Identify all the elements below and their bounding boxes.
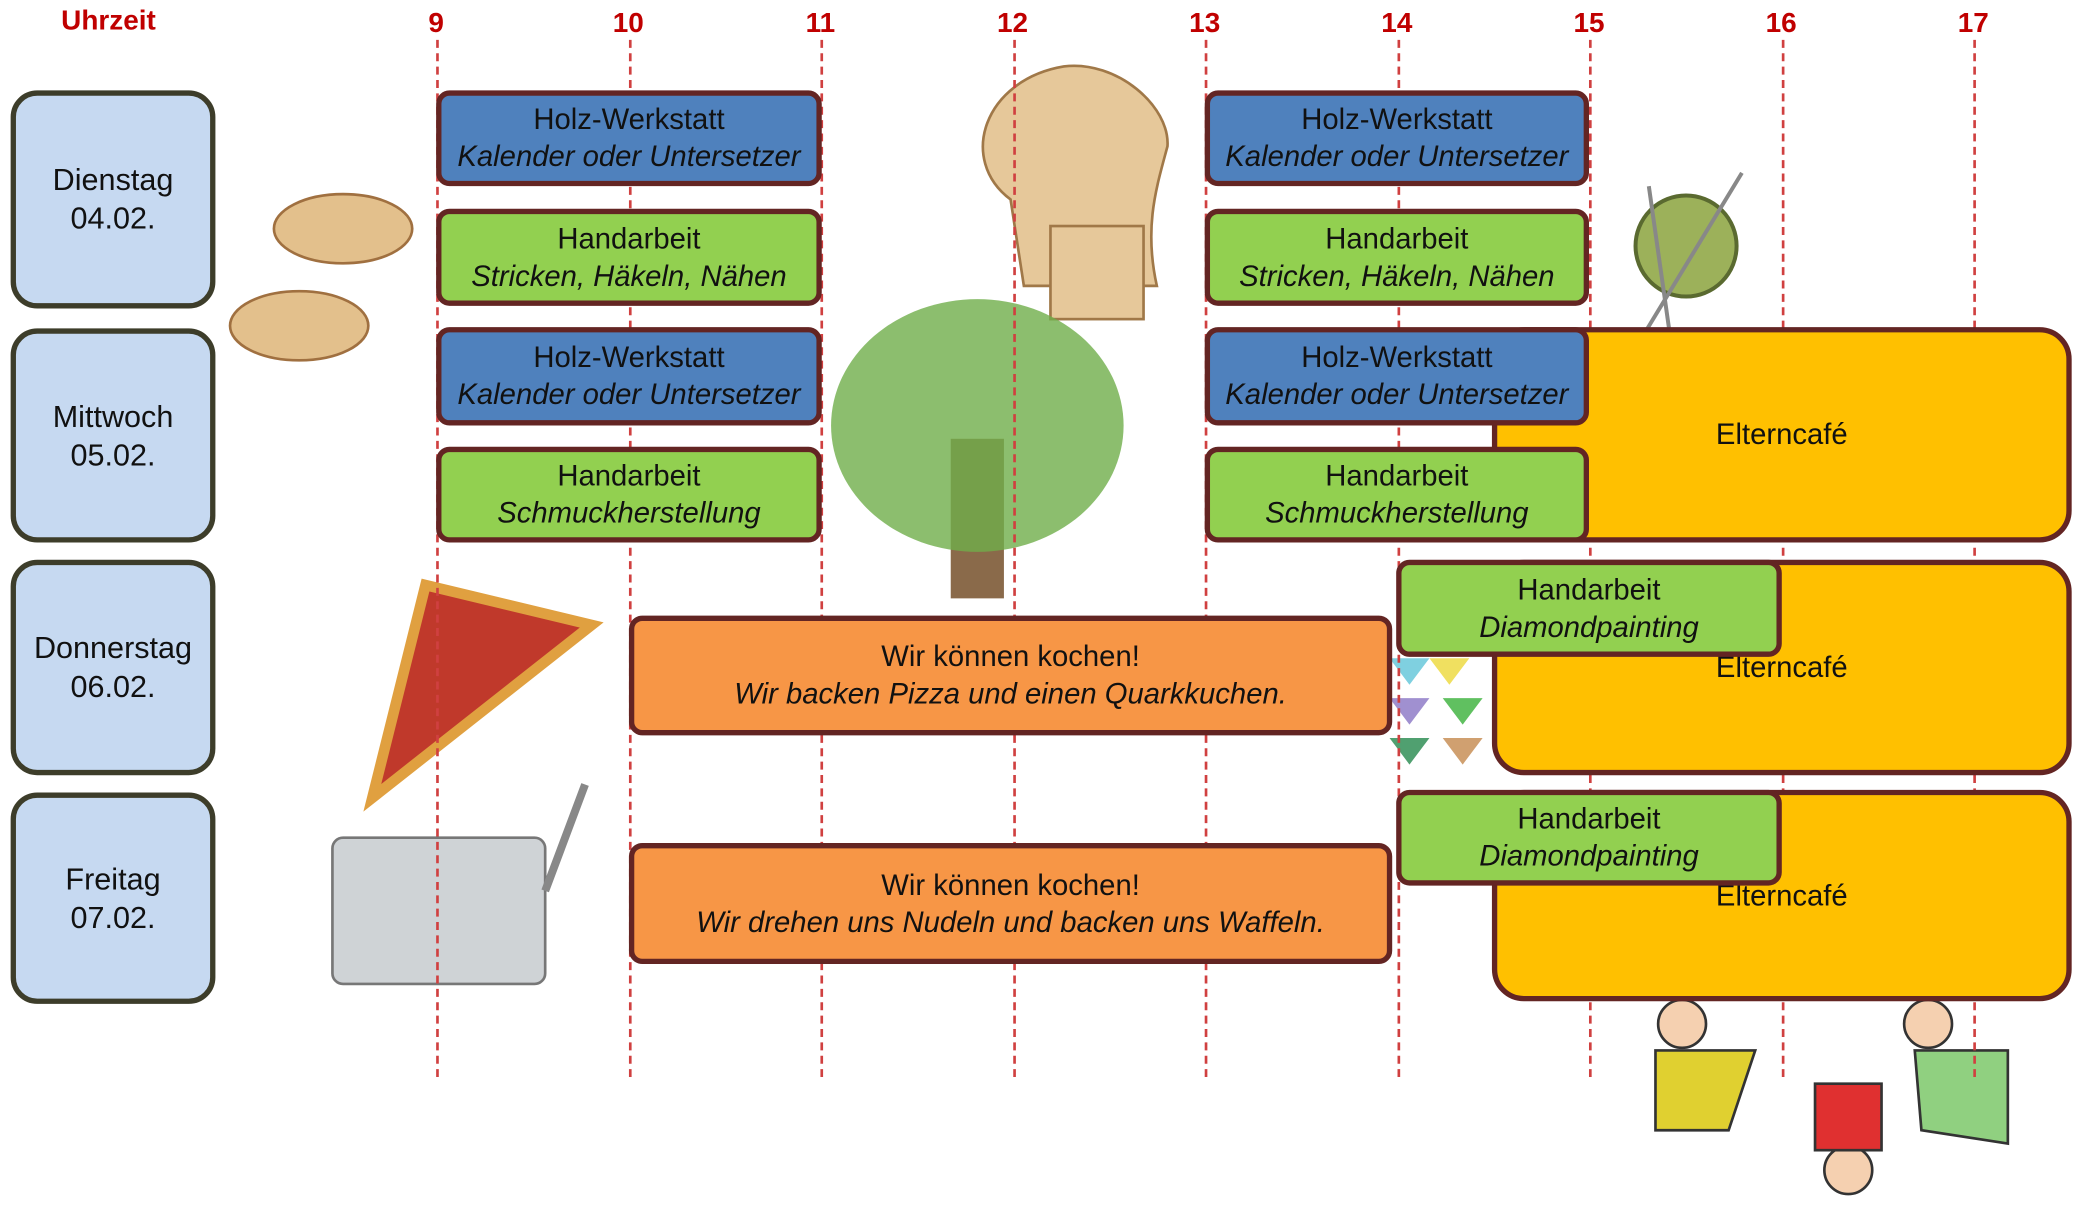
event-subtitle: Diamondpainting bbox=[1479, 609, 1699, 643]
day-date: 06.02. bbox=[70, 668, 156, 704]
event-block: Handarbeit Stricken, Häkeln, Nähen bbox=[1204, 208, 1589, 306]
day-date: 07.02. bbox=[70, 899, 156, 935]
event-block: Holz-Werkstatt Kalender oder Untersetzer bbox=[436, 90, 822, 187]
time-label: Uhrzeit bbox=[61, 5, 156, 36]
event-title: Handarbeit bbox=[1517, 801, 1661, 836]
hour-label: 16 bbox=[1765, 7, 1797, 39]
event-block: Holz-Werkstatt Kalender oder Untersetzer bbox=[1204, 90, 1589, 187]
hour-line bbox=[1204, 39, 1208, 1078]
event-title: Holz-Werkstatt bbox=[1301, 340, 1493, 374]
event-title: Handarbeit bbox=[1325, 221, 1469, 255]
event-subtitle: Schmuckherstellung bbox=[497, 495, 761, 530]
day-name: Dienstag bbox=[52, 162, 174, 197]
event-title: Handarbeit bbox=[557, 458, 701, 492]
day-name: Freitag bbox=[65, 860, 161, 896]
event-block: Holz-Werkstatt Kalender oder Untersetzer bbox=[1204, 327, 1589, 426]
gems bbox=[1389, 658, 1483, 765]
hour-line bbox=[1396, 39, 1400, 1078]
hour-line bbox=[820, 39, 824, 1078]
hour-label: 14 bbox=[1381, 7, 1413, 39]
event-block: Handarbeit Stricken, Häkeln, Nähen bbox=[436, 208, 822, 306]
day-date: 04.02. bbox=[70, 200, 156, 236]
day-date: 05.02. bbox=[70, 436, 156, 472]
hour-line bbox=[628, 39, 631, 1078]
hour-line bbox=[1012, 39, 1016, 1078]
event-title: Wir können kochen! bbox=[881, 867, 1140, 901]
pasta-machine bbox=[331, 783, 589, 986]
event-title: Holz-Werkstatt bbox=[533, 102, 725, 136]
event-block: Handarbeit Schmuckherstellung bbox=[436, 446, 822, 543]
wood-calendar bbox=[981, 64, 1169, 321]
event-subtitle: Wir drehen uns Nudeln und backen uns Waf… bbox=[696, 904, 1325, 939]
hour-line bbox=[1588, 39, 1592, 1078]
hour-label: 9 bbox=[428, 7, 444, 39]
event-subtitle: Stricken, Häkeln, Nähen bbox=[471, 258, 787, 292]
hour-label: 12 bbox=[997, 7, 1029, 39]
event-title: Elterncafé bbox=[1715, 417, 1848, 451]
hour-line bbox=[1781, 39, 1784, 1078]
event-subtitle: Kalender oder Untersetzer bbox=[457, 139, 801, 173]
event-subtitle: Diamondpainting bbox=[1479, 839, 1699, 873]
tree bbox=[831, 299, 1124, 599]
event-title: Handarbeit bbox=[1325, 458, 1469, 492]
event-subtitle: Kalender oder Untersetzer bbox=[1225, 139, 1569, 173]
hour-label: 10 bbox=[612, 7, 644, 39]
day-box: Mittwoch 05.02. bbox=[10, 328, 216, 543]
event-subtitle: Kalender oder Untersetzer bbox=[1225, 377, 1569, 411]
event-title: Handarbeit bbox=[557, 221, 701, 255]
hour-label: 11 bbox=[805, 7, 836, 39]
event-block: Handarbeit Diamondpainting bbox=[1396, 559, 1782, 657]
event-subtitle: Stricken, Häkeln, Nähen bbox=[1239, 258, 1555, 292]
event-title: Holz-Werkstatt bbox=[1301, 102, 1493, 136]
children bbox=[1654, 998, 2010, 1196]
event-block: Wir können kochen! Wir drehen uns Nudeln … bbox=[628, 843, 1393, 965]
event-subtitle: Kalender oder Untersetzer bbox=[457, 377, 801, 411]
day-name: Donnerstag bbox=[33, 630, 193, 665]
event-block: Holz-Werkstatt Kalender oder Untersetzer bbox=[436, 327, 822, 426]
day-name: Mittwoch bbox=[52, 398, 174, 433]
day-box: Donnerstag 06.02. bbox=[10, 559, 216, 776]
event-block: Wir können kochen! Wir backen Pizza und e… bbox=[628, 615, 1393, 736]
day-box: Dienstag 04.02. bbox=[10, 90, 216, 309]
hour-label: 15 bbox=[1573, 7, 1605, 39]
event-block: Handarbeit Schmuckherstellung bbox=[1204, 446, 1589, 543]
hour-label: 13 bbox=[1189, 7, 1221, 39]
event-title: Wir können kochen! bbox=[881, 639, 1140, 673]
pizza bbox=[363, 578, 604, 812]
day-box: Freitag 07.02. bbox=[10, 792, 216, 1004]
event-title: Holz-Werkstatt bbox=[533, 340, 725, 374]
event-subtitle: Schmuckherstellung bbox=[1265, 495, 1529, 530]
hour-line bbox=[436, 39, 439, 1078]
event-subtitle: Wir backen Pizza und einen Quarkkuchen. bbox=[734, 676, 1287, 711]
wood-fish bbox=[228, 192, 414, 362]
event-block: Handarbeit Diamondpainting bbox=[1396, 789, 1782, 886]
hour-line bbox=[1973, 39, 1976, 1078]
event-title: Handarbeit bbox=[1517, 572, 1661, 606]
hour-label: 17 bbox=[1957, 7, 1989, 39]
